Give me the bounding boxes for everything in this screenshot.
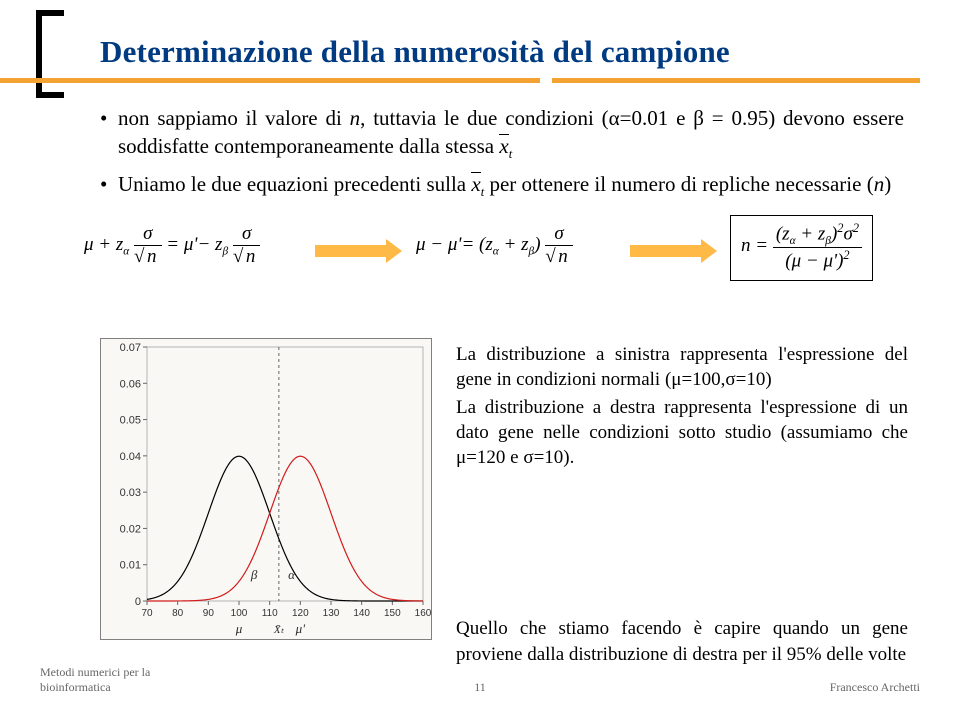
bracket-decor [36,10,64,98]
svg-text:0.07: 0.07 [120,342,141,354]
svg-text:130: 130 [323,608,340,619]
bullet-list: non sappiamo il valore di n, tuttavia le… [100,104,904,201]
footer-center: 11 [40,680,920,695]
xbar-2: xt [471,170,484,201]
svg-text:80: 80 [172,608,184,619]
bullet-1: non sappiamo il valore di n, tuttavia le… [100,104,904,164]
svg-text:150: 150 [384,608,401,619]
svg-text:120: 120 [292,608,309,619]
eq1: μ + zα σn = μ'− zβ σn [84,223,260,268]
svg-text:μ: μ [235,621,243,636]
svg-text:90: 90 [203,608,215,619]
svg-text:α: α [288,567,296,582]
svg-text:0: 0 [135,596,141,608]
right-paragraphs: La distribuzione a sinistra rappresenta … [456,342,908,470]
xbar-1: xt [499,132,512,163]
p2: La distribuzione a destra rappresenta l'… [456,395,908,471]
svg-text:0.06: 0.06 [120,378,141,390]
arrow-1 [315,239,401,263]
right-paragraph-3: Quello che stiamo facendo è capire quand… [456,616,908,667]
svg-text:0.03: 0.03 [120,487,141,499]
title-rule [0,78,920,83]
equation-row: μ + zα σn = μ'− zβ σn μ − μ'= (zα + zβ) … [100,215,904,293]
slide: Determinazione della numerosità del camp… [0,0,960,707]
svg-text:0.05: 0.05 [120,415,141,427]
p1: La distribuzione a sinistra rappresenta … [456,342,908,393]
b1-pre: non sappiamo il valore di [118,106,350,130]
distribution-chart: 0 0.01 0.02 0.03 0.04 0.05 0.06 0.07 70 80 90 100 11… [100,338,432,640]
svg-text:110: 110 [262,608,278,619]
lower-region: 0 0.01 0.02 0.03 0.04 0.05 0.06 0.07 70 80 90 100 11… [100,338,908,661]
b2-n: n [874,172,885,196]
svg-text:β: β [250,567,258,582]
arrow-2 [630,239,716,263]
b2-mid: per ottenere il numero di repliche neces… [484,172,873,196]
svg-text:0.01: 0.01 [120,560,141,572]
svg-text:160: 160 [415,608,431,619]
eq2: μ − μ'= (zα + zβ) σn [416,223,573,268]
eq3-box: n = (zα + zβ)2σ2 (μ − μ')2 [730,215,873,281]
b2-pre: Uniamo le due equazioni precedenti sulla [118,172,471,196]
chart-svg: 0 0.01 0.02 0.03 0.04 0.05 0.06 0.07 70 80 90 100 11… [101,339,431,639]
bullet-2: Uniamo le due equazioni precedenti sulla… [100,170,904,201]
svg-text:μ': μ' [295,621,306,636]
page-title: Determinazione della numerosità del camp… [100,34,904,70]
svg-text:0.02: 0.02 [120,523,141,535]
svg-text:0.04: 0.04 [120,451,141,463]
svg-text:70: 70 [141,608,153,619]
svg-text:X̄ₜ: X̄ₜ [273,624,285,636]
footer-right: Francesco Archetti [830,680,920,695]
svg-text:100: 100 [231,608,248,619]
b1-n: n [350,106,361,130]
svg-text:140: 140 [353,608,370,619]
b2-post: ) [884,172,891,196]
